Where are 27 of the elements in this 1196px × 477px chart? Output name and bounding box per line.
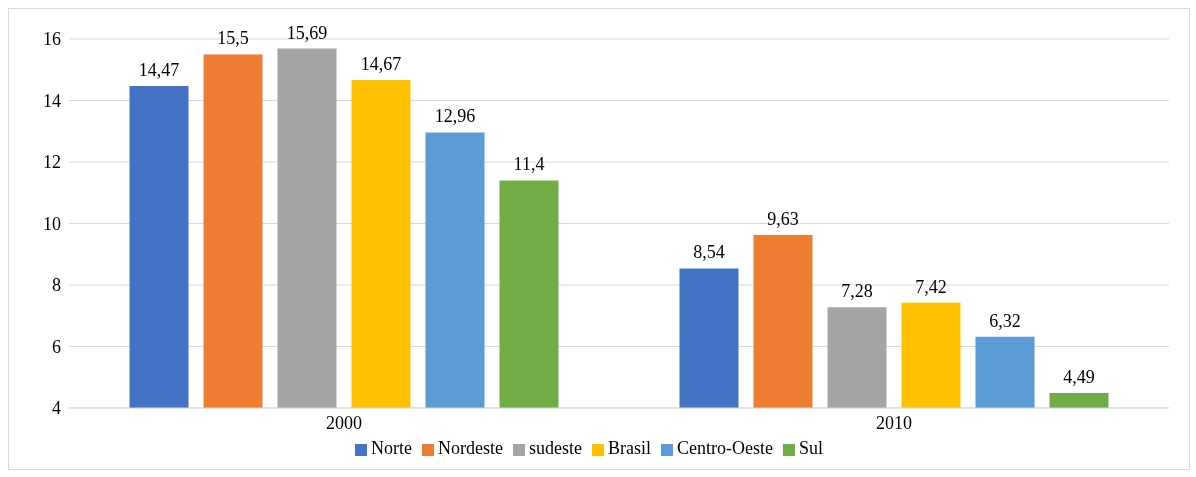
data-label: 15,5 <box>217 28 249 49</box>
legend-label: Nordeste <box>438 438 503 458</box>
data-label: 8,54 <box>693 242 725 263</box>
legend-label: Centro-Oeste <box>676 438 773 458</box>
data-label: 11,4 <box>513 154 545 175</box>
legend-label: sudeste <box>528 438 582 458</box>
data-label: 7,42 <box>915 276 947 297</box>
data-label: 14,67 <box>360 53 402 74</box>
y-tick-label: 8 <box>52 275 61 296</box>
y-tick-label: 16 <box>43 29 61 50</box>
x-tick-label: 2000 <box>326 412 362 433</box>
data-label: 14,47 <box>138 60 180 81</box>
y-tick-label: 14 <box>43 90 61 111</box>
y-tick-label: 12 <box>43 152 61 173</box>
data-label: 15,69 <box>286 22 328 43</box>
data-label: 12,96 <box>434 106 476 127</box>
y-tick-label: 4 <box>52 398 61 419</box>
data-label: 9,63 <box>767 208 799 229</box>
data-label: 6,32 <box>989 310 1021 331</box>
x-tick-label: 2010 <box>876 412 912 433</box>
y-tick-label: 10 <box>43 213 61 234</box>
legend-label: Brasil <box>607 438 651 458</box>
legend-label: Norte <box>371 438 412 458</box>
data-label: 4,49 <box>1063 366 1095 387</box>
data-label: 7,28 <box>841 281 873 302</box>
legend-label: Sul <box>798 438 823 458</box>
y-tick-label: 6 <box>52 336 61 357</box>
